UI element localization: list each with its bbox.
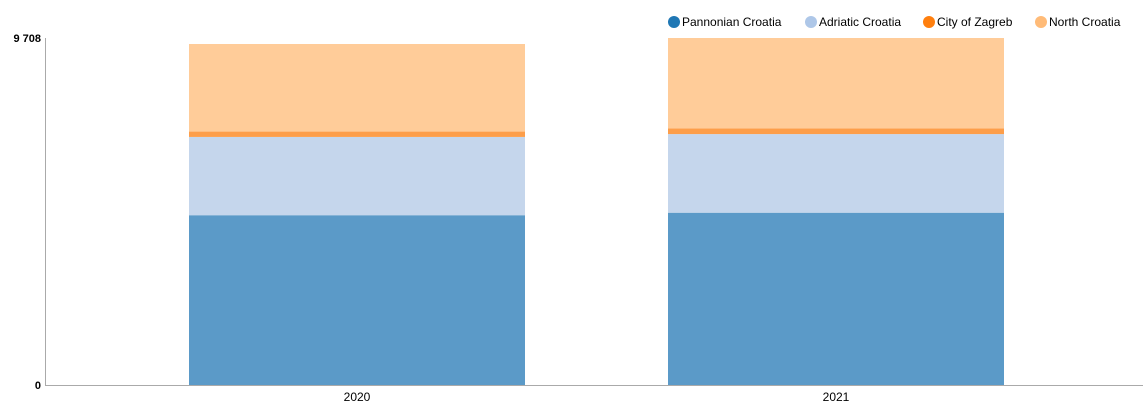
- legend-item-pannonian-croatia[interactable]: Pannonian Croatia: [668, 15, 782, 29]
- legend-marker: [805, 16, 817, 28]
- bar-segment-adriatic-croatia-2021[interactable]: [668, 134, 1004, 213]
- y-tick-label: 9 708: [13, 33, 41, 45]
- legend-marker: [668, 16, 680, 28]
- x-tick-label: 2021: [823, 390, 850, 403]
- legend-label: North Croatia: [1049, 15, 1121, 29]
- legend-marker: [923, 16, 935, 28]
- bar-segment-city-of-zagreb-2020[interactable]: [189, 131, 525, 137]
- y-tick-label: 0: [35, 380, 41, 392]
- bar-segment-adriatic-croatia-2020[interactable]: [189, 136, 525, 216]
- bar-segment-pannonian-croatia-2021[interactable]: [668, 212, 1004, 385]
- x-tick-label: 2020: [344, 390, 371, 403]
- legend: Pannonian Croatia Adriatic Croatia City of…: [668, 15, 1121, 29]
- legend-item-north-croatia[interactable]: North Croatia: [1035, 15, 1121, 29]
- bar-segment-north-croatia-2021[interactable]: [668, 38, 1004, 129]
- legend-marker: [1035, 16, 1047, 28]
- bar-segment-pannonian-croatia-2020[interactable]: [189, 215, 525, 385]
- legend-label: Pannonian Croatia: [682, 15, 782, 29]
- y-axis: 0 9 708: [13, 33, 46, 392]
- legend-label: Adriatic Croatia: [819, 15, 901, 29]
- bars: [189, 38, 1004, 385]
- bar-segment-city-of-zagreb-2021[interactable]: [668, 128, 1004, 135]
- legend-label: City of Zagreb: [937, 15, 1013, 29]
- bar-segment-north-croatia-2020[interactable]: [189, 44, 525, 132]
- legend-item-adriatic-croatia[interactable]: Adriatic Croatia: [805, 15, 901, 29]
- legend-item-city-of-zagreb[interactable]: City of Zagreb: [923, 15, 1013, 29]
- x-axis: 2020 2021: [45, 385, 1143, 404]
